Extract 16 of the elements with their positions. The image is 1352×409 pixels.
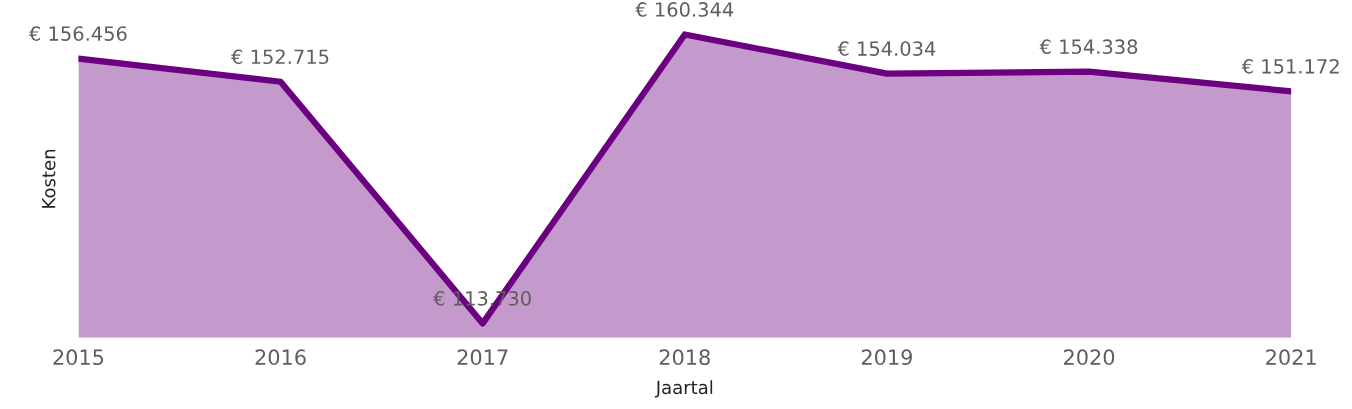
data-label: € 154.034 — [837, 41, 936, 56]
data-label: € 152.715 — [231, 49, 329, 65]
x-tick-label: 2018 — [659, 349, 710, 366]
x-tick-label: 2017 — [457, 349, 508, 366]
x-tick-label: 2016 — [255, 349, 306, 366]
x-tick-label: 2020 — [1064, 349, 1115, 366]
y-axis-title: Kosten — [42, 149, 56, 208]
x-tick-label: 2021 — [1266, 349, 1316, 366]
x-tick-label: 2019 — [861, 349, 912, 366]
data-label: € 156.456 — [28, 26, 127, 41]
data-label: € 160.344 — [635, 2, 734, 17]
data-label: € 154.338 — [1039, 39, 1138, 55]
data-label: € 113.730 — [433, 291, 531, 306]
x-axis-title: Jaartal — [654, 380, 713, 398]
x-tick-label: 2015 — [53, 349, 104, 366]
data-label: € 151.172 — [1241, 58, 1339, 74]
